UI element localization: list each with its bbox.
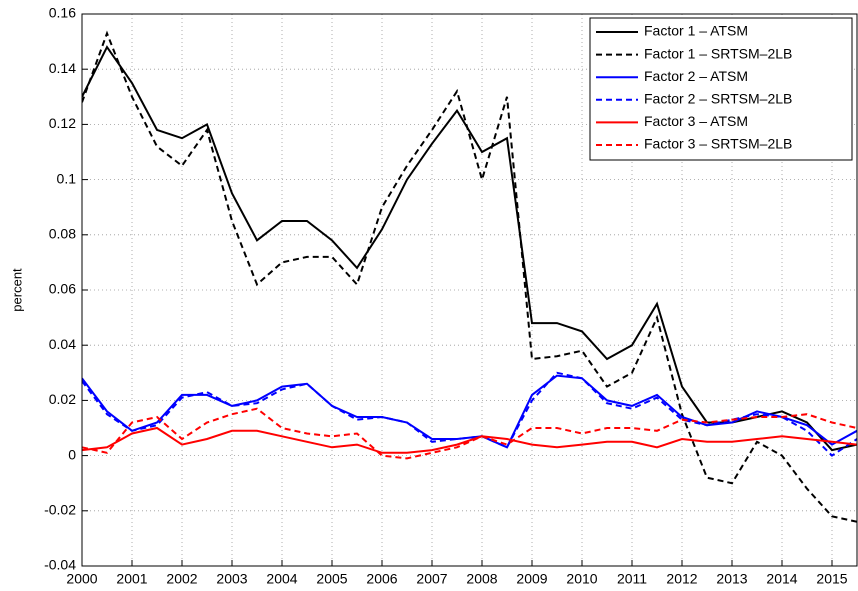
- x-tick-label: 2000: [66, 571, 97, 587]
- x-tick-label: 2009: [516, 571, 547, 587]
- y-axis-label: percent: [9, 268, 24, 312]
- x-tick-label: 2007: [416, 571, 447, 587]
- series-line: [82, 426, 857, 454]
- x-tick-label: 2004: [266, 571, 297, 587]
- x-tick-label: 2013: [716, 571, 747, 587]
- y-tick-label: 0.02: [49, 391, 76, 407]
- x-tick-label: 2001: [116, 571, 147, 587]
- y-tick-label: 0.08: [49, 226, 76, 242]
- legend-label: Factor 2 – ATSM: [644, 68, 748, 84]
- y-tick-label: 0.14: [49, 60, 76, 76]
- y-tick-label: 0.04: [49, 336, 76, 352]
- x-tick-label: 2008: [466, 571, 497, 587]
- legend-label: Factor 2 – SRTSM–2LB: [644, 91, 792, 107]
- y-tick-label: 0.06: [49, 281, 76, 297]
- y-tick-label: 0: [68, 446, 76, 462]
- x-tick-label: 2012: [666, 571, 697, 587]
- y-tick-label: -0.02: [44, 502, 76, 518]
- x-tick-label: 2015: [816, 571, 847, 587]
- x-tick-label: 2003: [216, 571, 247, 587]
- x-tick-label: 2006: [366, 571, 397, 587]
- y-tick-label: -0.04: [44, 557, 76, 573]
- x-tick-label: 2005: [316, 571, 347, 587]
- legend-label: Factor 1 – ATSM: [644, 23, 748, 39]
- legend-label: Factor 3 – SRTSM–2LB: [644, 136, 792, 152]
- legend-label: Factor 3 – ATSM: [644, 113, 748, 129]
- x-tick-label: 2011: [617, 571, 647, 587]
- series-line: [82, 374, 857, 449]
- series-group: [82, 30, 857, 523]
- y-tick-label: 0.16: [49, 5, 76, 21]
- plot-frame: [81, 13, 858, 567]
- series-line: [82, 371, 857, 457]
- x-tick-label: 2010: [566, 571, 597, 587]
- legend-box: [589, 17, 853, 161]
- y-tick-label: 0.1: [57, 170, 77, 186]
- series-line: [82, 30, 857, 523]
- y-tick-label: 0.12: [49, 115, 76, 131]
- legend-label: Factor 1 – SRTSM–2LB: [644, 45, 792, 61]
- x-tick-label: 2014: [766, 571, 797, 587]
- x-tick-label: 2002: [166, 571, 197, 587]
